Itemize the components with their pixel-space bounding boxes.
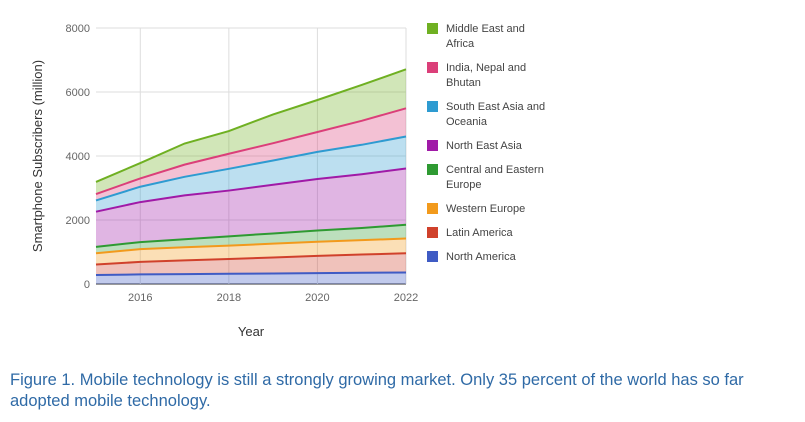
line-middle-east-and-africa: [95, 68, 407, 183]
legend-item-latin-america: Latin America: [427, 227, 514, 239]
legend-swatch: [427, 164, 438, 175]
line-india-nepal-and-bhutan: [95, 107, 407, 196]
area-central-and-eastern-europe: [96, 224, 406, 254]
x-tick-label: 2022: [394, 292, 418, 304]
area-chart: 0 2000 4000 6000 8000 2016 2018 2020 2022 Smartp…: [30, 23, 545, 339]
legend-label: Western Europe: [446, 203, 525, 215]
legend-label: Latin America: [446, 227, 514, 239]
legend-item-western-europe: Western Europe: [427, 203, 525, 215]
line-north-america: [95, 271, 407, 277]
y-tick-label: 4000: [66, 151, 90, 163]
legend-item-central-and-eastern-europe: Central and Eastern Europe: [427, 164, 544, 191]
legend-label: Central and Eastern Europe: [446, 164, 544, 191]
legend-label: North East Asia: [446, 140, 523, 152]
y-axis-title: Smartphone Subscribers (million): [30, 60, 45, 252]
legend-item-middle-east-and-africa: Middle East and Africa: [427, 23, 525, 50]
legend-swatch: [427, 227, 438, 238]
line-western-europe: [95, 237, 407, 255]
chart-grid: [96, 27, 407, 285]
y-tick-label: 0: [84, 279, 90, 291]
legend-label: Middle East and Africa: [446, 23, 525, 50]
x-tick-label: 2020: [305, 292, 329, 304]
legend-label: India, Nepal and Bhutan: [446, 62, 526, 89]
chart-legend: Middle East and Africa India, Nepal and Bhu…: [427, 23, 545, 263]
area-western-europe: [96, 238, 406, 265]
area-north-east-asia: [96, 168, 406, 247]
y-tick-label: 2000: [66, 215, 90, 227]
chart-axes: 0 2000 4000 6000 8000 2016 2018 2020 2022: [66, 23, 419, 304]
legend-label: South East Asia and Oceania: [446, 101, 545, 128]
legend-item-north-east-asia: North East Asia: [427, 140, 523, 152]
legend-swatch: [427, 203, 438, 214]
chart-lines: [95, 68, 407, 277]
area-india-nepal-and-bhutan: [96, 108, 406, 201]
legend-item-north-america: North America: [427, 251, 517, 263]
x-axis-title: Year: [238, 324, 265, 339]
line-latin-america: [95, 252, 407, 266]
line-south-east-asia-and-oceania: [95, 135, 407, 202]
legend-label: North America: [446, 251, 517, 263]
line-central-and-eastern-europe: [95, 223, 407, 248]
y-tick-label: 8000: [66, 23, 90, 35]
area-south-east-asia-and-oceania: [96, 136, 406, 212]
legend-swatch: [427, 101, 438, 112]
area-north-america: [96, 272, 406, 284]
legend-item-india-nepal-and-bhutan: India, Nepal and Bhutan: [427, 62, 526, 89]
legend-swatch: [427, 251, 438, 262]
area-latin-america: [96, 253, 406, 276]
legend-swatch: [427, 23, 438, 34]
y-tick-label: 6000: [66, 87, 90, 99]
figure-caption: Figure 1. Mobile technology is still a s…: [10, 371, 744, 410]
line-north-east-asia: [95, 167, 407, 213]
x-tick-label: 2018: [217, 292, 241, 304]
chart-areas: [96, 69, 406, 284]
legend-item-south-east-asia-and-oceania: South East Asia and Oceania: [427, 101, 545, 128]
x-tick-label: 2016: [128, 292, 152, 304]
legend-swatch: [427, 62, 438, 73]
legend-swatch: [427, 140, 438, 151]
area-middle-east-and-africa: [96, 69, 406, 195]
